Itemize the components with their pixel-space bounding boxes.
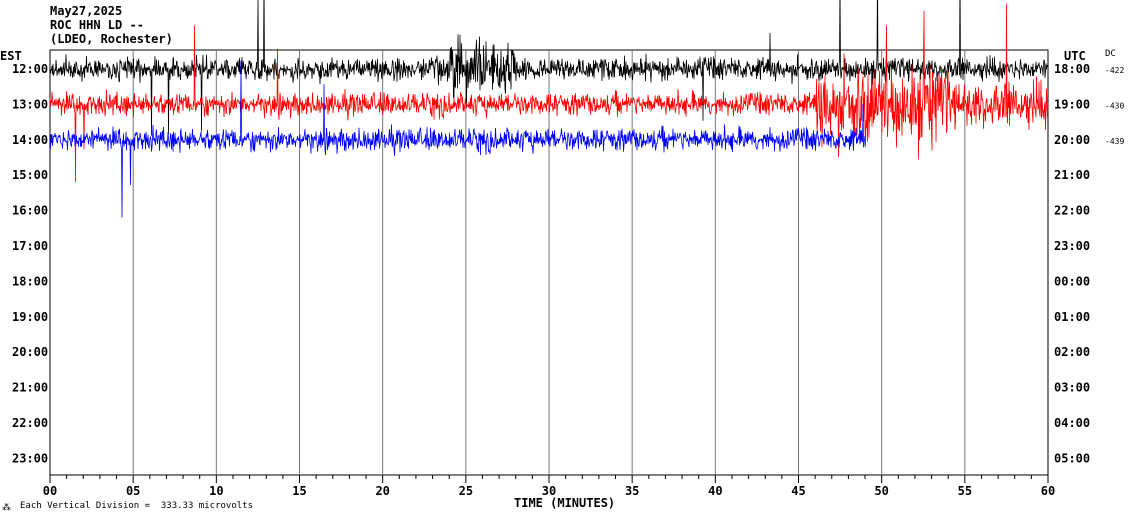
header-station: ROC HHN LD --	[50, 18, 144, 32]
row-label-est: 23:00	[12, 451, 48, 465]
row-label-utc: 00:00	[1054, 274, 1090, 288]
row-label-utc: 23:00	[1054, 239, 1090, 253]
trace-2	[49, 60, 866, 218]
trace-0	[49, 0, 1049, 136]
x-tick-label: 25	[459, 484, 473, 498]
row-label-est: 19:00	[12, 310, 48, 324]
row-label-utc: 03:00	[1054, 381, 1090, 395]
row-label-est: 20:00	[12, 345, 48, 359]
x-tick-label: 20	[375, 484, 389, 498]
row-label-utc: 21:00	[1054, 168, 1090, 182]
x-axis-label: TIME (MINUTES)	[514, 496, 616, 510]
x-tick-label: 50	[874, 484, 888, 498]
dc-offset: -439	[1105, 137, 1124, 146]
x-tick-label: 30	[542, 484, 556, 498]
row-label-est: 22:00	[12, 416, 48, 430]
corner-mark: ⁂	[2, 503, 11, 513]
row-label-est: 13:00	[12, 97, 48, 111]
row-label-est: 18:00	[12, 274, 48, 288]
row-label-est: 12:00	[12, 62, 48, 76]
trace-1	[49, 3, 1049, 183]
dc-offset: -422	[1105, 66, 1124, 75]
row-label-utc: 20:00	[1054, 133, 1090, 147]
row-label-utc: 22:00	[1054, 204, 1090, 218]
x-tick-label: 00	[43, 484, 57, 498]
x-tick-label: 10	[209, 484, 223, 498]
row-label-est: 14:00	[12, 133, 48, 147]
x-tick-label: 40	[708, 484, 722, 498]
row-label-utc: 01:00	[1054, 310, 1090, 324]
row-label-est: 17:00	[12, 239, 48, 253]
row-label-utc: 19:00	[1054, 97, 1090, 111]
row-label-utc: 05:00	[1054, 451, 1090, 465]
x-tick-label: 05	[126, 484, 140, 498]
row-label-utc: 18:00	[1054, 62, 1090, 76]
right-zone-label: UTC	[1064, 49, 1086, 63]
x-tick-label: 55	[958, 484, 972, 498]
dc-offset: -430	[1105, 101, 1124, 110]
x-tick-label: 60	[1041, 484, 1055, 498]
x-tick-label: 15	[292, 484, 306, 498]
dc-label: DC	[1105, 49, 1116, 59]
row-label-est: 16:00	[12, 204, 48, 218]
row-label-utc: 04:00	[1054, 416, 1090, 430]
x-tick-label: 35	[625, 484, 639, 498]
row-label-est: 15:00	[12, 168, 48, 182]
row-label-utc: 02:00	[1054, 345, 1090, 359]
header-date: May27,2025	[50, 4, 123, 18]
left-zone-label: EST	[0, 49, 22, 63]
row-label-est: 21:00	[12, 381, 48, 395]
x-tick-label: 45	[791, 484, 805, 498]
scale-note: Each Vertical Division = 333.33 microvol…	[20, 501, 253, 511]
header-network: (LDEO, Rochester)	[50, 32, 173, 46]
